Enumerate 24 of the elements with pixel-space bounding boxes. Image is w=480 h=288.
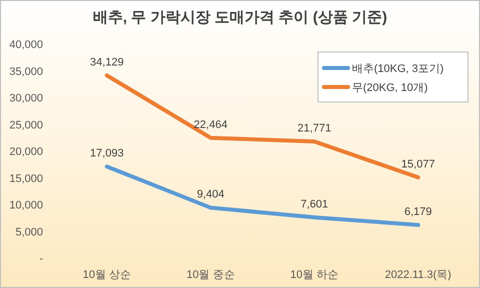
data-label: 15,077 xyxy=(401,158,435,170)
y-tick-label: 30,000 xyxy=(9,92,43,104)
x-tick-label: 10월 하순 xyxy=(290,269,339,281)
chart-title: 배추, 무 가락시장 도매가격 추이 (상품 기준) xyxy=(92,9,388,26)
data-label: 21,771 xyxy=(298,122,332,135)
y-tick-label: 35,000 xyxy=(9,66,43,78)
y-tick-label: - xyxy=(39,253,44,265)
x-tick-label: 10월 상순 xyxy=(82,269,132,281)
y-tick-label: 40,000 xyxy=(9,39,43,51)
y-tick-label: 10,000 xyxy=(9,200,43,212)
x-tick-label: 10월 중순 xyxy=(186,269,235,281)
data-label: 6,179 xyxy=(404,206,432,218)
x-tick-label: 2022.11.3(목) xyxy=(384,269,452,281)
y-tick-label: 25,000 xyxy=(9,119,43,132)
data-label: 9,404 xyxy=(196,188,224,201)
legend-label: 배추(10KG, 3포기) xyxy=(352,63,444,75)
y-tick-label: 15,000 xyxy=(9,172,43,185)
y-tick-label: 5,000 xyxy=(15,226,43,238)
data-label: 7,601 xyxy=(300,198,328,210)
data-label: 34,129 xyxy=(90,56,124,68)
data-label: 17,093 xyxy=(90,148,124,160)
legend-label: 무(20KG, 10개) xyxy=(352,82,428,94)
data-label: 22,464 xyxy=(194,118,228,131)
y-tick-label: 20,000 xyxy=(9,146,43,158)
